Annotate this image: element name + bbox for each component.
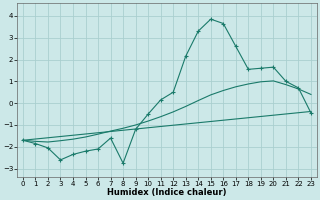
X-axis label: Humidex (Indice chaleur): Humidex (Indice chaleur) <box>107 188 227 197</box>
